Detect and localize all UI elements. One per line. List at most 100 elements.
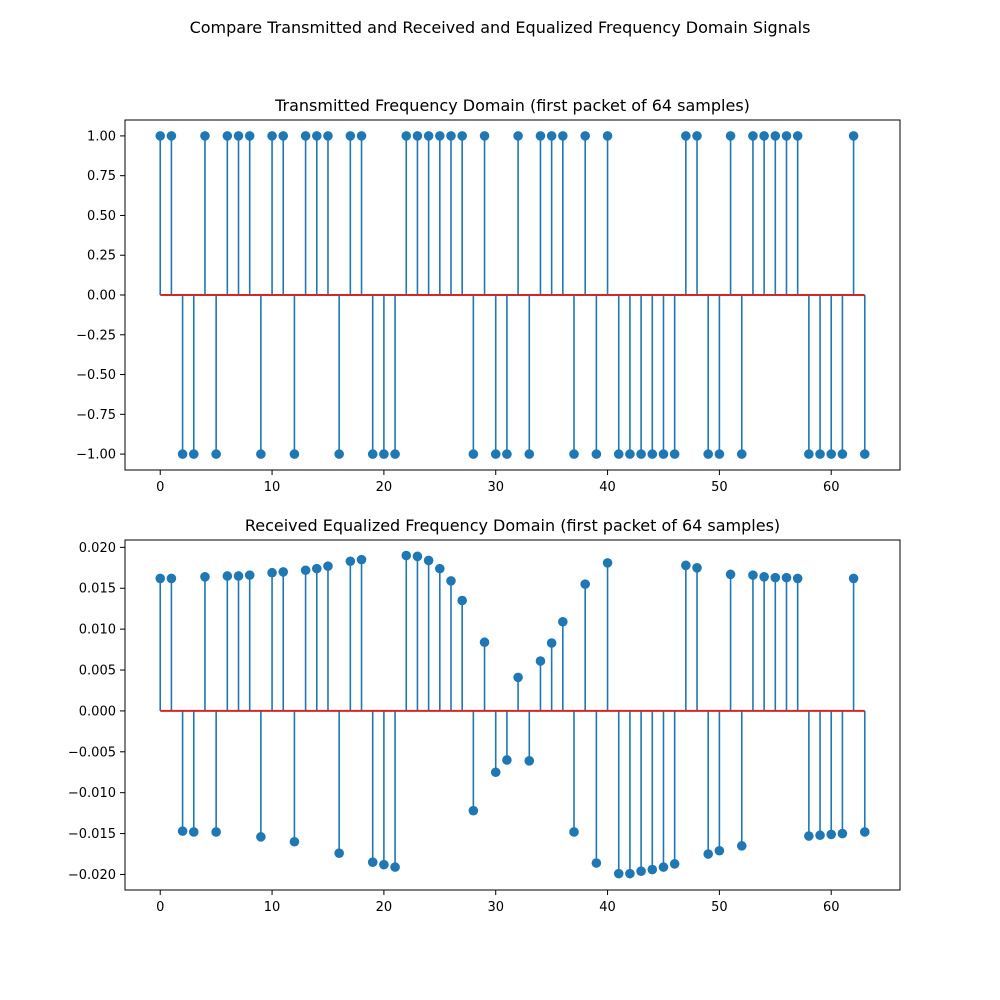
stem-marker	[625, 868, 635, 879]
y-tick-label: 0.005	[79, 664, 116, 679]
stem-marker	[804, 449, 814, 459]
x-tick-label: 20	[376, 480, 393, 495]
stem-marker	[412, 551, 423, 562]
stem-marker	[367, 857, 378, 867]
stem-marker	[826, 449, 837, 459]
stem-marker	[233, 571, 244, 581]
stem-marker	[837, 449, 848, 459]
x-tick-label: 30	[487, 900, 504, 915]
stem-marker	[457, 131, 467, 141]
x-tick-label: 0	[156, 900, 164, 915]
stem-marker	[692, 131, 702, 141]
stem-marker	[446, 576, 456, 586]
stem-marker	[200, 131, 210, 141]
x-tick-label: 60	[823, 480, 840, 495]
stem-marker	[200, 571, 210, 582]
y-tick-label: 0.50	[87, 209, 116, 224]
y-tick-label: 0.000	[79, 704, 116, 719]
y-tick-label: −0.020	[68, 868, 116, 883]
stem-marker	[703, 449, 714, 459]
stem-marker	[748, 570, 758, 580]
stem-marker	[356, 554, 367, 565]
stem-marker	[669, 449, 680, 459]
figure-title: Compare Transmitted and Received and Equ…	[189, 18, 811, 37]
stem-marker	[334, 449, 344, 459]
stem-marker	[725, 131, 736, 141]
y-tick-label: −0.010	[68, 786, 116, 801]
stem-marker	[815, 449, 825, 459]
stem-marker	[658, 449, 669, 459]
stem-marker	[457, 595, 467, 606]
plot-title: Received Equalized Frequency Domain (fir…	[245, 516, 780, 535]
stem-marker	[256, 832, 266, 842]
stem-marker	[379, 859, 389, 870]
x-tick-label: 40	[599, 900, 616, 915]
stem-marker	[300, 131, 311, 141]
stem-marker	[188, 827, 199, 837]
stem-marker	[859, 827, 870, 837]
stem-marker	[558, 131, 568, 141]
stem-marker	[356, 131, 367, 141]
stem-marker	[300, 565, 311, 576]
x-tick-label: 40	[599, 480, 616, 495]
stem-marker	[546, 638, 557, 648]
stem-marker	[580, 579, 590, 589]
stem-marker	[446, 131, 456, 141]
axes-frame	[124, 539, 901, 891]
x-tick-label: 50	[711, 900, 728, 915]
stem-marker	[613, 449, 624, 459]
y-tick-label: 0.25	[87, 249, 116, 264]
stem-marker	[770, 131, 781, 141]
stem-marker	[848, 131, 859, 141]
stem-marker	[490, 767, 501, 778]
stem-marker	[681, 131, 691, 141]
stem-marker	[334, 848, 344, 859]
stem-marker	[289, 836, 300, 847]
stem-marker	[625, 449, 635, 459]
stem-marker	[345, 131, 356, 141]
stem-marker	[714, 449, 725, 459]
y-tick-label: −0.015	[68, 827, 116, 842]
stem-marker	[636, 866, 646, 876]
stem-marker	[468, 449, 479, 459]
stem-marker	[177, 826, 188, 836]
stem-marker	[278, 131, 289, 141]
stem-marker	[244, 131, 255, 141]
stem-marker	[602, 558, 613, 568]
stem-marker	[311, 131, 322, 141]
stem-marker	[748, 131, 758, 141]
stem-marker	[423, 131, 434, 141]
stem-marker	[513, 131, 523, 141]
stem-marker	[826, 829, 837, 840]
stem-marker	[759, 131, 769, 141]
stem-marker	[781, 572, 792, 583]
stem-marker	[502, 755, 512, 765]
stem-marker	[770, 572, 781, 583]
bottom-stem-plot: Received Equalized Frequency Domain (fir…	[68, 516, 901, 915]
y-tick-label: 0.75	[87, 169, 116, 184]
x-tick-label: 60	[823, 900, 840, 915]
stem-marker	[211, 449, 221, 459]
stem-marker	[681, 560, 691, 571]
y-tick-label: −0.50	[76, 368, 116, 383]
stem-marker	[591, 858, 602, 868]
stem-marker	[703, 849, 714, 859]
stem-marker	[367, 449, 378, 459]
stem-marker	[401, 131, 412, 141]
stem-marker	[580, 131, 590, 141]
stem-marker	[837, 828, 848, 839]
stem-marker	[155, 573, 166, 584]
y-tick-label: −0.25	[76, 328, 116, 343]
stem-marker	[435, 131, 445, 141]
stem-marker	[479, 637, 490, 648]
stem-marker	[155, 131, 166, 141]
stem-marker	[815, 830, 825, 841]
x-tick-label: 50	[711, 480, 728, 495]
stem-marker	[513, 672, 523, 683]
x-tick-label: 0	[156, 480, 164, 495]
stem-marker	[256, 449, 266, 459]
stem-marker	[647, 449, 658, 459]
stem-marker	[524, 449, 535, 459]
stem-marker	[390, 862, 400, 872]
